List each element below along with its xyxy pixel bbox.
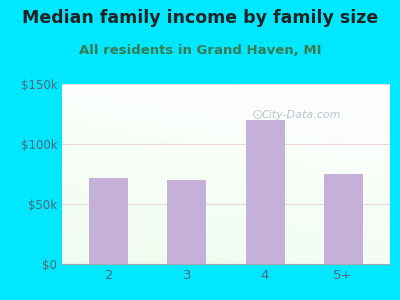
Text: Median family income by family size: Median family income by family size: [22, 9, 378, 27]
Bar: [246, 120, 284, 264]
Text: All residents in Grand Haven, MI: All residents in Grand Haven, MI: [79, 44, 321, 56]
Text: ⊙: ⊙: [251, 108, 263, 122]
Bar: [324, 174, 363, 264]
Text: City-Data.com: City-Data.com: [262, 110, 341, 120]
Bar: [89, 178, 128, 264]
Bar: [168, 180, 206, 264]
